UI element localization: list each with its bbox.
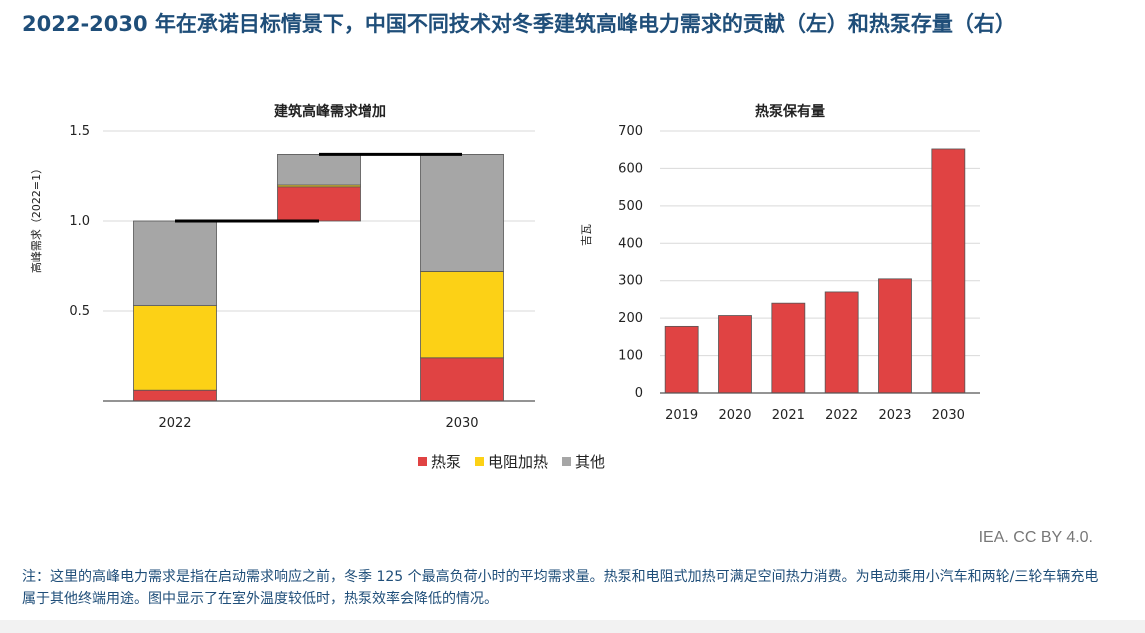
- credit-text: IEA. CC BY 4.0.: [978, 529, 1093, 546]
- right-chart-title: 热泵保有量: [755, 104, 825, 120]
- legend-label-resistance-heating: 电阻加热: [488, 452, 549, 471]
- x-tick-label: 2019: [665, 408, 698, 423]
- bar-segment: [133, 389, 217, 402]
- bar: [931, 148, 966, 394]
- y-axis-label: 吉瓦: [580, 224, 593, 246]
- bar-segment: [133, 220, 217, 306]
- legend-swatch-resistance-heating: [475, 456, 485, 466]
- y-tick-label: 300: [618, 274, 643, 289]
- page-title: 2022-2030 年在承诺目标情景下，中国不同技术对冬季建筑高峰电力需求的贡献…: [22, 12, 1016, 36]
- legend-item-heat-pump: 热泵: [418, 451, 461, 472]
- bar: [824, 291, 859, 394]
- note-text: 注：这里的高峰电力需求是指在启动需求响应之前，冬季 125 个最高负荷小时的平均…: [22, 569, 1099, 607]
- y-tick-label: 1.0: [69, 214, 90, 229]
- y-tick-label: 200: [618, 311, 643, 326]
- y-tick-label: 500: [618, 199, 643, 214]
- y-axis-label: 高峰需求（2022=1）: [29, 163, 43, 273]
- y-tick-label: 600: [618, 161, 643, 176]
- footer-bar: [0, 620, 1145, 633]
- left-chart-title: 建筑高峰需求增加: [274, 104, 386, 120]
- legend-item-resistance-heating: 电阻加热: [475, 451, 548, 472]
- bar: [664, 325, 699, 394]
- legend-label-other: 其他: [575, 452, 606, 471]
- bar: [718, 315, 752, 394]
- y-tick-label: 1.5: [69, 124, 90, 139]
- legend-label-heat-pump: 热泵: [431, 452, 462, 471]
- legend-swatch-other: [562, 456, 572, 466]
- bar: [771, 302, 806, 394]
- x-tick-label: 2023: [878, 408, 911, 423]
- bar-segment: [420, 357, 504, 402]
- x-tick-label: 2030: [932, 408, 965, 423]
- y-tick-label: 0: [635, 386, 643, 401]
- y-tick-label: 400: [618, 236, 643, 251]
- bar-segment: [277, 186, 361, 222]
- x-tick-label: 2021: [772, 408, 805, 423]
- y-tick-label: 0.5: [69, 304, 90, 319]
- x-tick-label: 2020: [718, 408, 751, 423]
- left-chart: 0.5 1.0 1.5 2022 2030 高峰需求（2022=1）: [29, 124, 535, 431]
- right-chart: 0 100 200 300 400 500 600 700 2019 2020 2021 2022 20…: [580, 124, 980, 423]
- bar-segment: [277, 154, 361, 186]
- legend: 热泵 电阻加热 其他: [418, 450, 619, 472]
- x-tick-label: 2022: [825, 408, 858, 423]
- y-tick-label: 700: [618, 124, 643, 139]
- bar-segment: [420, 154, 504, 272]
- legend-item-other: 其他: [562, 451, 605, 472]
- x-tick-label: 2022: [158, 416, 191, 431]
- bar: [878, 278, 912, 394]
- x-tick-label: 2030: [445, 416, 478, 431]
- bar-segment: [420, 270, 504, 359]
- y-tick-label: 100: [618, 349, 643, 364]
- legend-swatch-heat-pump: [418, 456, 427, 466]
- bar-segment: [133, 305, 217, 391]
